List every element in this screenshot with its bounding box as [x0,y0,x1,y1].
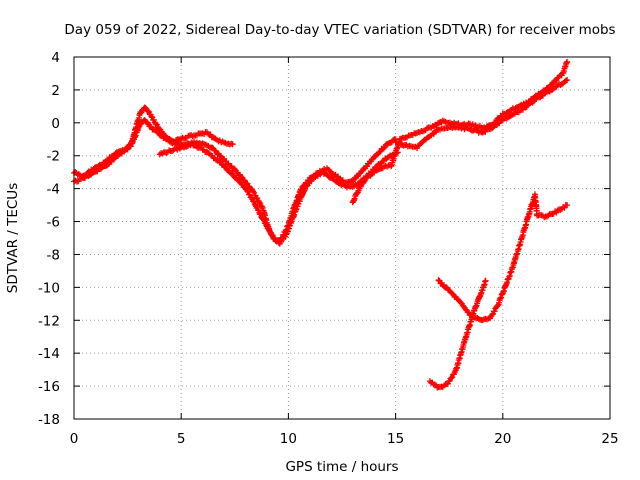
y-tick-label: -16 [38,379,60,395]
data-point [216,158,223,165]
data-point [308,178,315,185]
data-point [564,58,571,65]
data-point [449,374,456,381]
grid-layer [74,57,610,419]
x-tick-label: 5 [177,431,186,447]
data-point [209,144,216,151]
data-point [244,188,251,195]
data-point [435,277,442,284]
series-trace-g [435,191,571,324]
tick-layer: 0 5 10 15 20 25 -18 -16 -14 -12 -10 -8 -6 -4 -2 0 2 4 [38,50,619,447]
data-point [482,277,489,284]
data-point [254,195,261,202]
data-point [326,167,333,174]
series-trace-f [426,277,489,391]
x-tick-label: 0 [70,431,79,447]
data-point [419,128,426,135]
data-point [228,169,235,176]
data-point [260,216,267,223]
data-point [552,208,559,215]
y-tick-label: 0 [51,116,60,132]
data-point [449,290,456,297]
data-point [156,151,163,158]
data-point [127,143,134,150]
series-trace-e [392,77,571,152]
data-point [564,77,571,84]
x-tick-label: 10 [280,431,297,447]
plot-frame [73,56,611,420]
series-trace-c [156,140,401,247]
y-tick-label: -14 [38,346,60,362]
data-point [303,183,310,190]
data-point [349,178,356,185]
data-point [110,156,117,163]
data-point [186,141,193,148]
series-trace-d [349,58,571,206]
data-point [251,189,258,196]
x-tick-label: 15 [387,431,404,447]
data-point [475,315,482,322]
data-point [217,153,224,160]
series-trace-a [71,104,236,180]
y-tick-label: -2 [47,149,60,165]
x-tick-label: 20 [494,431,511,447]
data-point [431,381,438,388]
data-point [484,316,491,323]
y-tick-label: 2 [51,83,60,99]
data-point [491,308,498,315]
data-point [489,125,496,132]
data-point [380,145,387,152]
y-tick-label: -10 [38,280,60,296]
data-point [479,129,486,136]
y-tick-label: -8 [47,247,60,263]
data-point [376,149,383,156]
data-point [557,206,564,213]
data-point [360,178,367,185]
data-point [263,222,270,229]
data-point [442,118,449,125]
y-tick-label: 4 [51,50,60,66]
series-trace-b [71,117,399,245]
data-layer [71,58,571,391]
data-point [189,133,196,140]
data-point [564,202,571,209]
data-point [231,166,238,173]
y-tick-label: -4 [47,182,60,198]
data-point [494,302,501,309]
x-axis-label: GPS time / hours [285,459,398,475]
data-point [496,120,503,127]
y-tick-label: -6 [47,215,60,231]
chart-title: Day 059 of 2022, Sidereal Day-to-day VTE… [64,22,615,38]
data-point [533,95,540,102]
data-point [479,317,486,324]
data-point [529,99,536,106]
x-tick-label: 25 [601,431,618,447]
y-tick-label: -18 [38,412,60,428]
data-point [145,108,152,115]
data-point [199,130,206,137]
data-point [202,141,209,148]
data-point [223,158,230,165]
data-point [180,144,187,151]
y-axis-label: SDTVAR / TECUs [5,183,21,293]
data-point [549,86,556,93]
data-point [448,374,455,381]
y-tick-label: -12 [38,313,60,329]
data-point [229,141,236,148]
data-point [181,135,188,142]
data-point [505,114,512,121]
